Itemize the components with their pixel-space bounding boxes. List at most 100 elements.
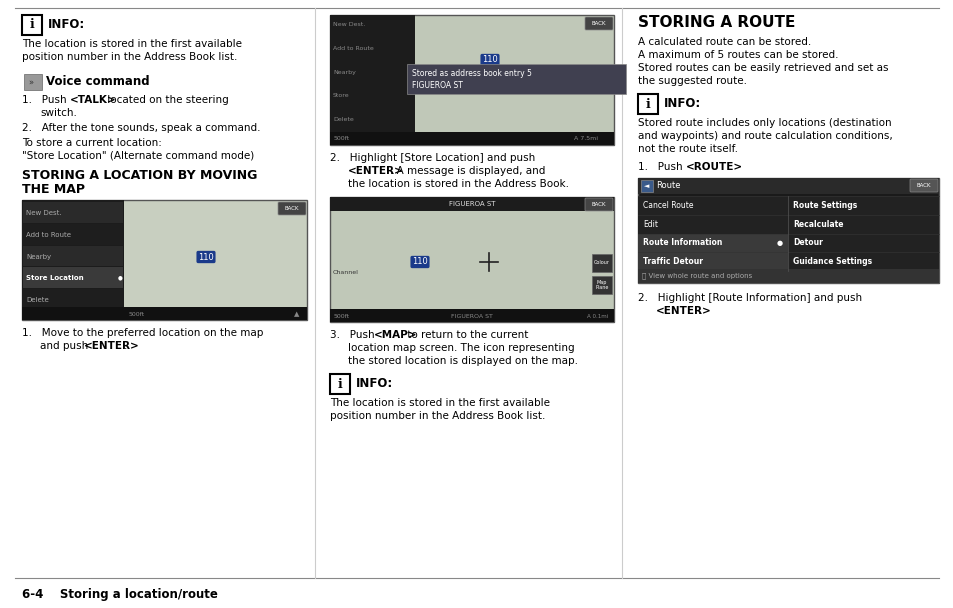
Text: Nearby: Nearby <box>26 254 51 260</box>
Bar <box>407 64 625 94</box>
Bar <box>592 254 612 272</box>
Text: Add to Route: Add to Route <box>26 232 71 238</box>
Text: A calculated route can be stored.: A calculated route can be stored. <box>638 37 810 47</box>
Bar <box>638 269 938 283</box>
Text: Traffic Detour: Traffic Detour <box>642 257 702 266</box>
Text: 110: 110 <box>481 55 497 64</box>
Text: 500ft: 500ft <box>334 314 350 319</box>
Text: <ENTER>: <ENTER> <box>84 341 139 351</box>
Bar <box>330 197 614 322</box>
Text: 2.   Highlight [Store Location] and push: 2. Highlight [Store Location] and push <box>330 153 535 163</box>
Bar <box>638 196 787 215</box>
Text: BACK: BACK <box>284 206 299 211</box>
Text: Add to Route: Add to Route <box>333 46 374 51</box>
Text: Stored routes can be easily retrieved and set as: Stored routes can be easily retrieved an… <box>638 63 887 73</box>
Text: 110: 110 <box>412 258 428 266</box>
Text: i: i <box>30 18 34 32</box>
Text: Map
Plane: Map Plane <box>595 280 608 291</box>
Text: A 7.5mi: A 7.5mi <box>574 137 598 142</box>
Bar <box>23 202 123 223</box>
Bar <box>638 178 938 194</box>
Text: To store a current location:: To store a current location: <box>22 138 162 148</box>
FancyBboxPatch shape <box>584 17 613 30</box>
Text: Guidance Settings: Guidance Settings <box>792 257 871 266</box>
Bar <box>787 215 938 233</box>
Text: <ENTER>: <ENTER> <box>348 166 403 176</box>
Text: position number in the Address Book list.: position number in the Address Book list… <box>22 52 237 62</box>
Text: Route Information: Route Information <box>642 238 721 247</box>
Text: Recalculate: Recalculate <box>792 219 842 229</box>
Text: position number in the Address Book list.: position number in the Address Book list… <box>330 411 545 421</box>
Text: 110: 110 <box>198 252 213 261</box>
Text: .: . <box>729 162 733 172</box>
Text: .: . <box>124 341 128 351</box>
Text: not the route itself.: not the route itself. <box>638 144 738 154</box>
Bar <box>23 268 123 288</box>
Text: Detour: Detour <box>792 238 822 247</box>
Bar <box>787 233 938 252</box>
Text: The location is stored in the first available: The location is stored in the first avai… <box>22 39 242 49</box>
Bar <box>23 289 123 310</box>
Text: STORING A ROUTE: STORING A ROUTE <box>638 15 795 30</box>
Bar <box>330 15 614 145</box>
Text: i: i <box>337 378 342 390</box>
Bar <box>592 276 612 294</box>
Text: THE MAP: THE MAP <box>22 183 85 196</box>
Text: and push: and push <box>40 341 91 351</box>
Text: BACK: BACK <box>916 183 930 188</box>
Text: A 0.1mi: A 0.1mi <box>586 314 607 319</box>
Text: Route: Route <box>656 182 679 190</box>
Text: Nearby: Nearby <box>333 70 355 75</box>
Text: Store: Store <box>333 94 349 98</box>
Bar <box>22 15 42 35</box>
Text: ▲: ▲ <box>294 311 299 317</box>
Text: Stored route includes only locations (destination: Stored route includes only locations (de… <box>638 118 891 128</box>
Text: ●: ● <box>776 240 782 246</box>
Bar <box>638 233 787 252</box>
Text: 1.   Push: 1. Push <box>638 162 685 172</box>
Text: the suggested route.: the suggested route. <box>638 76 746 86</box>
Text: ●: ● <box>118 276 123 281</box>
Text: <TALK>: <TALK> <box>70 95 116 105</box>
Bar <box>638 178 938 283</box>
Bar <box>787 196 938 215</box>
Text: BACK: BACK <box>591 202 605 207</box>
Text: to return to the current: to return to the current <box>403 330 528 340</box>
Text: Voice command: Voice command <box>46 75 150 88</box>
Text: 1.   Push: 1. Push <box>22 95 70 105</box>
Text: INFO:: INFO: <box>663 97 700 110</box>
Text: <ENTER>: <ENTER> <box>656 306 711 316</box>
Text: BACK: BACK <box>591 21 605 26</box>
Text: Colour: Colour <box>594 260 609 266</box>
FancyBboxPatch shape <box>909 179 937 192</box>
Text: New Dest.: New Dest. <box>333 22 365 27</box>
Text: ⓘ View whole route and options: ⓘ View whole route and options <box>641 273 752 279</box>
Text: 6-4    Storing a location/route: 6-4 Storing a location/route <box>22 588 217 601</box>
Text: i: i <box>645 97 650 111</box>
Text: 3.   Push: 3. Push <box>330 330 377 340</box>
Text: FIGUEROA ST: FIGUEROA ST <box>448 201 495 207</box>
Bar <box>640 180 652 192</box>
Bar <box>22 307 307 320</box>
Text: <MAP>: <MAP> <box>374 330 417 340</box>
Text: ◄: ◄ <box>643 183 649 189</box>
Text: A maximum of 5 routes can be stored.: A maximum of 5 routes can be stored. <box>638 50 838 60</box>
Text: FIGUEROA ST: FIGUEROA ST <box>412 80 462 89</box>
Text: Delete: Delete <box>26 297 49 303</box>
Text: 500ft: 500ft <box>334 137 350 142</box>
Text: . A message is displayed, and: . A message is displayed, and <box>390 166 545 176</box>
Text: INFO:: INFO: <box>48 18 85 31</box>
Text: Delete: Delete <box>333 117 354 122</box>
Text: New Dest.: New Dest. <box>26 210 62 216</box>
Text: located on the steering: located on the steering <box>104 95 229 105</box>
Text: Store Location: Store Location <box>26 275 84 282</box>
Bar <box>22 200 124 320</box>
Text: 2.   Highlight [Route Information] and push: 2. Highlight [Route Information] and pus… <box>638 293 862 303</box>
Text: the location is stored in the Address Book.: the location is stored in the Address Bo… <box>348 179 568 189</box>
Bar <box>330 15 415 145</box>
Text: Route Settings: Route Settings <box>792 201 857 210</box>
Text: The location is stored in the first available: The location is stored in the first avai… <box>330 398 550 408</box>
Bar <box>330 132 614 145</box>
Text: .: . <box>698 306 700 316</box>
Text: and waypoints) and route calculation conditions,: and waypoints) and route calculation con… <box>638 131 892 141</box>
